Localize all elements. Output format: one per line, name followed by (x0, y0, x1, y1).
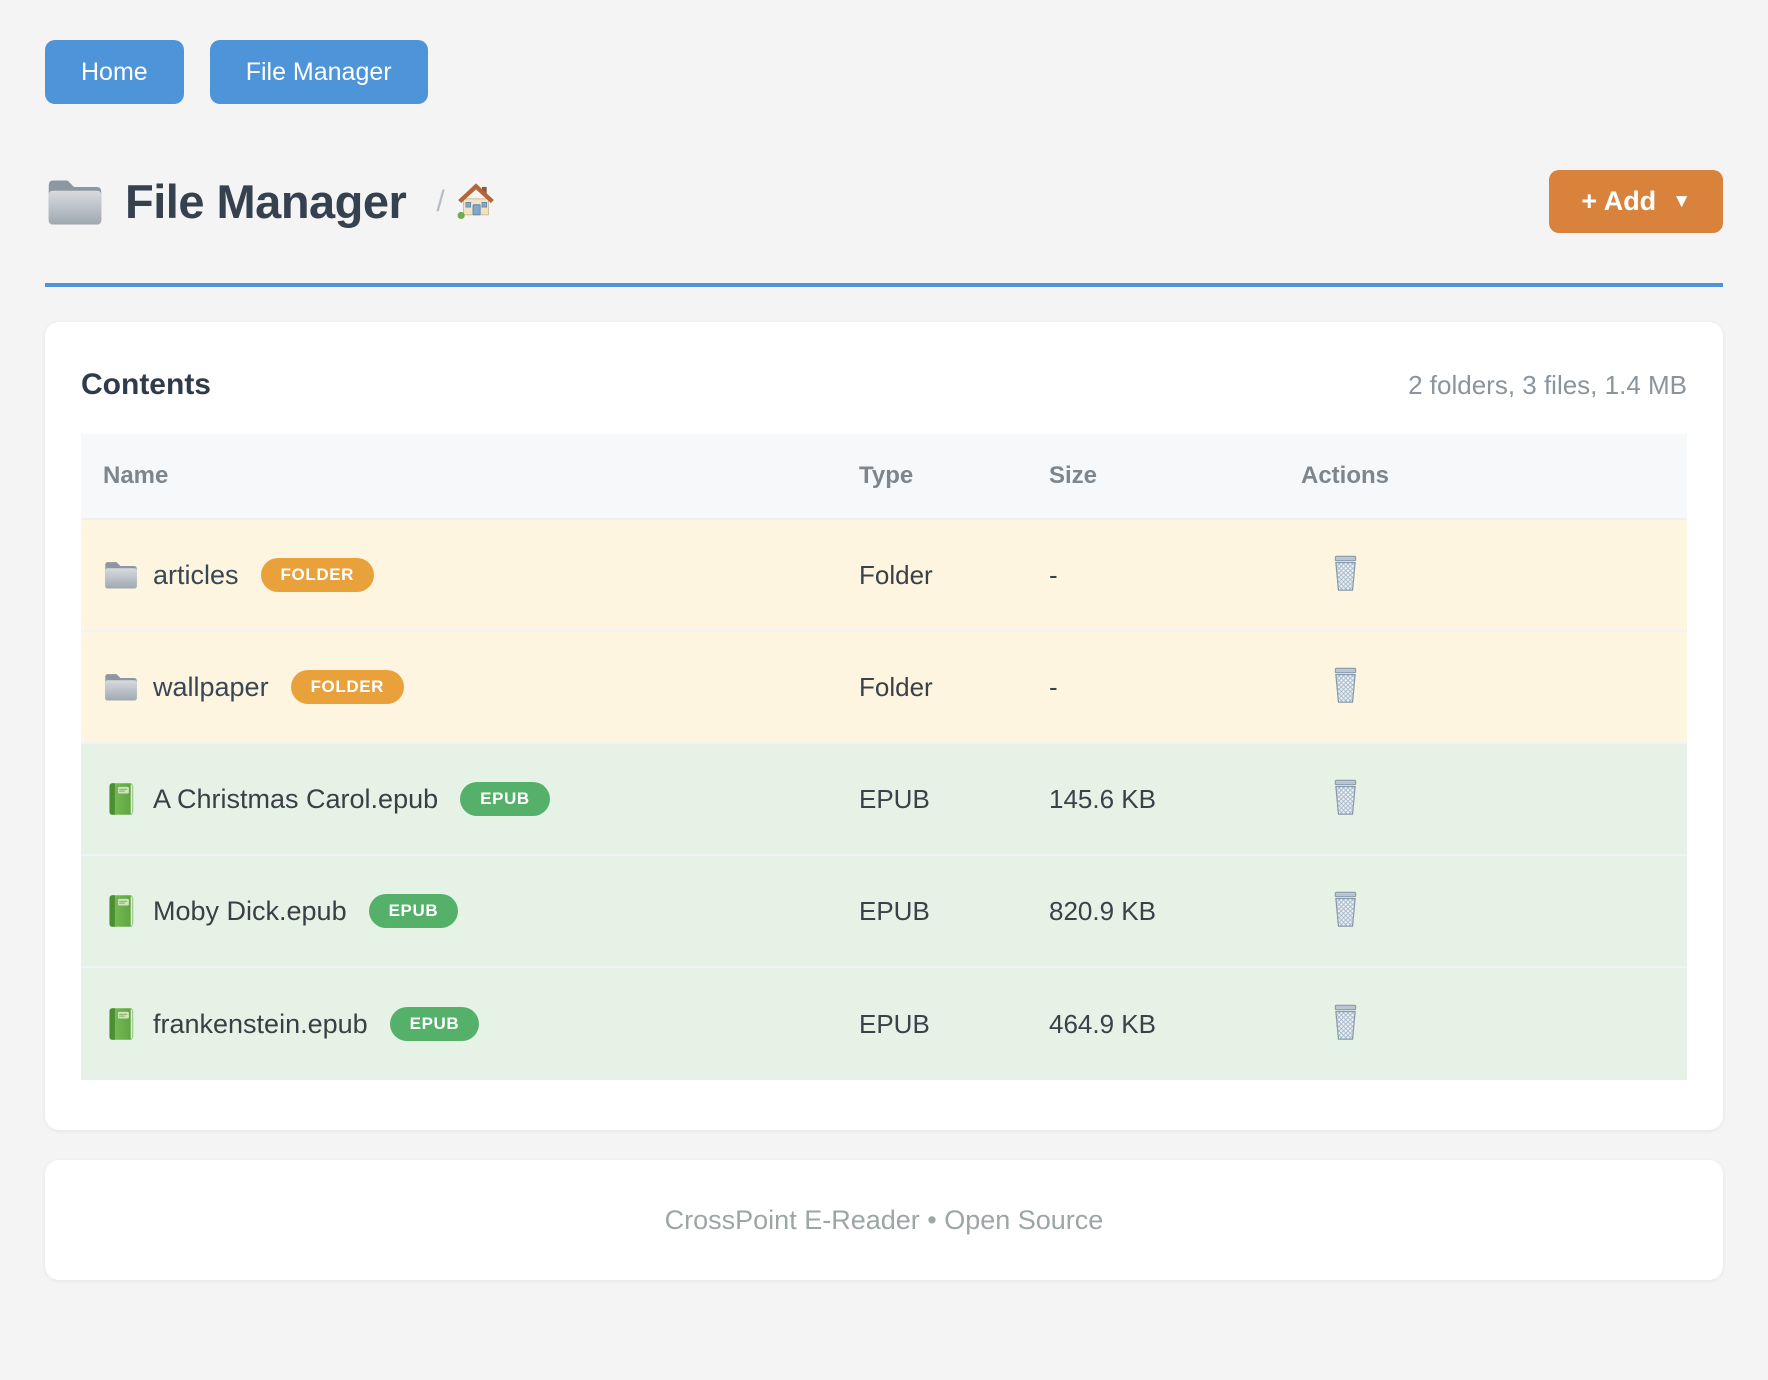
contents-heading: Contents (81, 368, 211, 401)
trash-icon (1330, 891, 1361, 931)
actions-cell (1301, 1004, 1429, 1044)
row-badge: FOLDER (260, 558, 375, 592)
trash-icon (1330, 555, 1361, 595)
delete-button[interactable] (1330, 1004, 1361, 1044)
delete-button[interactable] (1330, 555, 1361, 595)
contents-card: Contents 2 folders, 3 files, 1.4 MB Name… (45, 322, 1723, 1130)
row-name-label[interactable]: Moby Dick.epub (153, 895, 347, 926)
type-cell: Folder (859, 559, 933, 590)
name-cell: A Christmas Carol.epub EPUB (81, 782, 859, 816)
breadcrumb-home-link[interactable] (457, 181, 495, 222)
trash-icon (1330, 779, 1361, 819)
trash-icon (1330, 1004, 1361, 1044)
book-icon (103, 782, 139, 816)
folder-icon (103, 670, 139, 704)
home-button[interactable]: Home (45, 40, 184, 104)
row-name-label[interactable]: frankenstein.epub (153, 1008, 368, 1039)
table-header-row: Name Type Size Actions (81, 434, 1687, 520)
row-name-label[interactable]: articles (153, 559, 239, 590)
type-cell: EPUB (859, 783, 930, 814)
row-badge: EPUB (389, 1007, 480, 1041)
size-cell: 145.6 KB (1049, 783, 1156, 814)
page-header: File Manager / + Add ▼ (45, 170, 1723, 233)
book-icon (103, 894, 139, 928)
row-name-label[interactable]: wallpaper (153, 671, 269, 702)
size-cell: 464.9 KB (1049, 1008, 1156, 1039)
add-button-label: + Add (1581, 186, 1657, 216)
breadcrumb-separator: / (436, 184, 445, 218)
name-cell: wallpaper FOLDER (81, 670, 859, 704)
size-cell: - (1049, 559, 1058, 590)
actions-cell (1301, 779, 1429, 819)
page-title: File Manager (125, 175, 407, 228)
top-nav: Home File Manager (45, 0, 1723, 104)
table-row: wallpaper FOLDER Folder - (81, 632, 1687, 744)
size-cell: - (1049, 671, 1058, 702)
table-row: A Christmas Carol.epub EPUB EPUB 145.6 K… (81, 744, 1687, 856)
row-name-label[interactable]: A Christmas Carol.epub (153, 783, 439, 814)
title-divider (45, 283, 1723, 287)
actions-cell (1301, 891, 1429, 931)
house-icon (457, 181, 495, 222)
type-cell: EPUB (859, 895, 930, 926)
size-cell: 820.9 KB (1049, 895, 1156, 926)
row-badge: EPUB (368, 894, 459, 928)
folder-icon (45, 175, 105, 229)
column-header-actions: Actions (1301, 462, 1390, 489)
actions-cell (1301, 555, 1429, 595)
table-row: Moby Dick.epub EPUB EPUB 820.9 KB (81, 856, 1687, 968)
actions-cell (1301, 667, 1429, 707)
file-manager-button[interactable]: File Manager (209, 40, 428, 104)
footer-card: CrossPoint E-Reader • Open Source (45, 1160, 1723, 1280)
caret-down-icon: ▼ (1672, 190, 1691, 212)
book-icon (103, 1007, 139, 1041)
trash-icon (1330, 667, 1361, 707)
contents-card-header: Contents 2 folders, 3 files, 1.4 MB (81, 368, 1687, 402)
breadcrumb: / (436, 181, 494, 222)
name-cell: frankenstein.epub EPUB (81, 1007, 859, 1041)
type-cell: Folder (859, 671, 933, 702)
type-cell: EPUB (859, 1008, 930, 1039)
add-button[interactable]: + Add ▼ (1549, 170, 1723, 233)
column-header-type: Type (859, 462, 914, 489)
table-row: frankenstein.epub EPUB EPUB 464.9 KB (81, 968, 1687, 1080)
folder-icon (103, 558, 139, 592)
delete-button[interactable] (1330, 891, 1361, 931)
table-row: articles FOLDER Folder - (81, 520, 1687, 632)
delete-button[interactable] (1330, 667, 1361, 707)
footer-text: CrossPoint E-Reader • Open Source (664, 1204, 1104, 1235)
name-cell: Moby Dick.epub EPUB (81, 894, 859, 928)
column-header-name: Name (103, 462, 169, 489)
files-table: Name Type Size Actions articles (81, 434, 1687, 1080)
column-header-size: Size (1049, 462, 1098, 489)
row-badge: EPUB (460, 782, 550, 816)
name-cell: articles FOLDER (81, 558, 859, 592)
row-badge: FOLDER (290, 670, 405, 704)
page-title-group: File Manager / (45, 174, 495, 229)
contents-summary: 2 folders, 3 files, 1.4 MB (1408, 370, 1687, 400)
delete-button[interactable] (1330, 779, 1361, 819)
table-body: articles FOLDER Folder - (81, 520, 1687, 1080)
